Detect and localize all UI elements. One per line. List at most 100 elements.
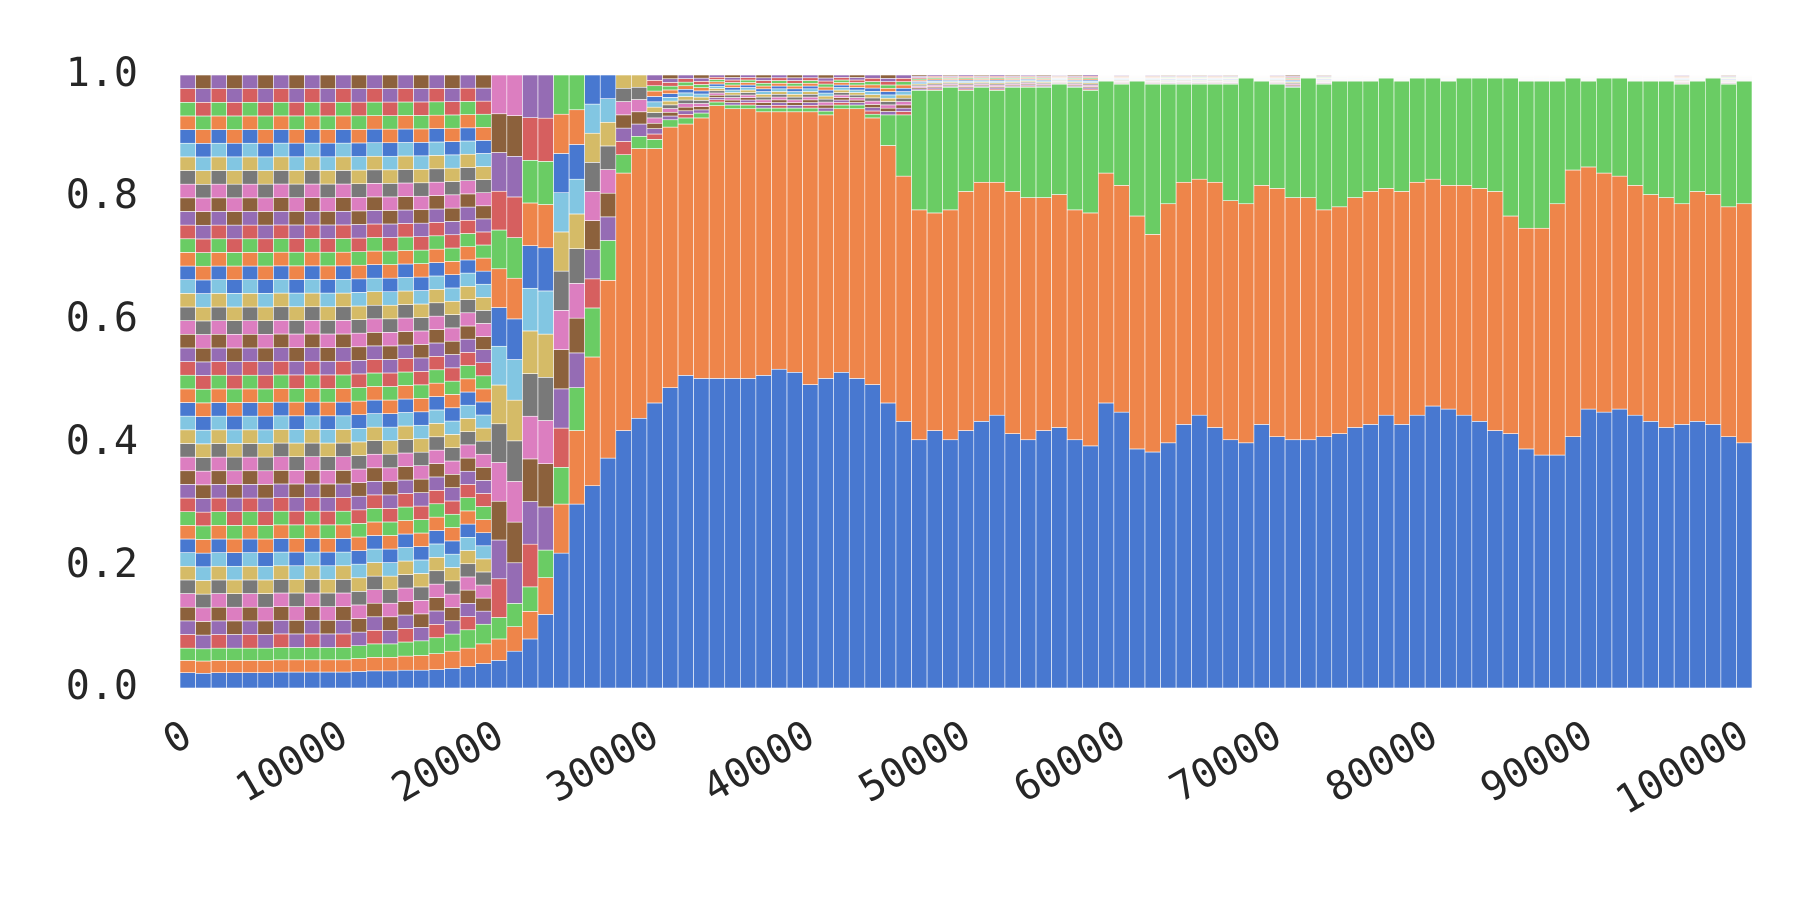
bar-segment-other <box>475 375 492 390</box>
bar-segment-other <box>459 444 477 459</box>
bar-segment <box>1440 185 1457 410</box>
bar-segment-other <box>366 589 383 604</box>
bar-segment-other <box>413 222 430 237</box>
bar-segment-other <box>210 456 227 472</box>
bar-segment-other <box>724 102 741 106</box>
bar-segment-other <box>210 74 227 89</box>
bar-segment-other <box>428 88 445 103</box>
bar-segment-other <box>304 456 321 471</box>
bar-segment-other <box>382 386 399 401</box>
bar-segment <box>1736 203 1753 444</box>
bar-segment-other <box>319 306 336 321</box>
bar-segment <box>1611 408 1628 689</box>
bar-segment-other <box>646 117 663 124</box>
bar-segment-other <box>273 320 290 335</box>
bar-segment-other <box>428 463 445 478</box>
bar-segment-other <box>413 317 430 332</box>
bar-segment-other <box>506 277 523 320</box>
bar-segment-other <box>428 597 445 612</box>
bar-segment-other <box>428 208 445 223</box>
bar-segment <box>335 659 352 673</box>
bar-segment-other <box>693 74 710 79</box>
bar-segment-other <box>382 169 399 184</box>
bar-segment-other <box>584 220 601 251</box>
bar-segment-other <box>382 88 399 103</box>
bar-segment <box>942 439 959 689</box>
bar-segment <box>1424 178 1442 407</box>
bar-segment <box>397 655 414 671</box>
bar-segment-other <box>288 401 305 417</box>
bar-segment-other <box>615 127 632 142</box>
bar-segment <box>1098 172 1115 404</box>
bar-segment <box>1051 83 1068 195</box>
bar-segment-other <box>273 142 290 158</box>
bar-segment-other <box>428 315 445 330</box>
bar-segment-other <box>413 478 430 493</box>
bar-segment <box>382 670 399 689</box>
bar-segment <box>444 668 461 689</box>
bar-segment <box>1238 203 1255 444</box>
bar-segment-other <box>475 297 492 311</box>
bar-segment-other <box>413 101 430 116</box>
bar-segment-other <box>304 619 321 635</box>
bar-segment <box>1331 80 1348 208</box>
bar-segment-other <box>740 102 757 106</box>
bar-segment-other <box>708 76 726 80</box>
bar-segment <box>1611 77 1628 177</box>
bar-segment-other <box>413 384 430 399</box>
bar-segment <box>1175 181 1192 425</box>
bar-segment-other <box>475 310 492 324</box>
bar-segment-other <box>708 79 726 83</box>
bar-segment-other <box>444 114 461 129</box>
bar-segment-other <box>786 91 803 95</box>
bar-segment-other <box>459 220 477 234</box>
bar-segment-other <box>273 619 290 635</box>
bar-segment-other <box>662 93 679 98</box>
bar-segment-other <box>802 77 819 81</box>
bar-segment-other <box>241 538 259 553</box>
bar-segment-other <box>444 101 461 116</box>
bar-segment-other <box>475 74 492 89</box>
bar-segment-other <box>257 211 274 226</box>
bar-segment-other <box>444 287 461 302</box>
bar-segment-other <box>740 84 757 88</box>
bar-segment-other <box>475 323 492 337</box>
bar-segment-other <box>459 140 477 155</box>
bar-segment-other <box>522 458 539 502</box>
bar-segment <box>1004 86 1021 192</box>
bar-segment-other <box>319 497 336 512</box>
bar-segment-other <box>210 238 227 253</box>
bar-segment-other <box>817 95 835 100</box>
bar-segment-other <box>428 409 445 424</box>
bar-segment-other <box>319 197 336 212</box>
bar-segment-other <box>1658 74 1675 76</box>
bar-segment-other <box>195 252 212 267</box>
bar-segment-other <box>288 538 305 553</box>
bar-segment-other <box>288 292 305 308</box>
bar-segment-other <box>428 624 445 639</box>
bar-segment <box>506 603 523 627</box>
bar-segment-other <box>428 396 445 411</box>
bar-segment-other <box>288 170 305 185</box>
bar-segment-other <box>428 168 445 183</box>
bar-segment-other <box>724 84 741 88</box>
bar-segment-other <box>335 156 352 171</box>
bar-segment <box>1284 86 1301 198</box>
bar-segment-other <box>366 115 383 130</box>
bar-segment-other <box>413 290 430 305</box>
bar-segment-other <box>210 101 227 117</box>
bar-segment <box>195 672 212 689</box>
bar-segment-other <box>428 128 445 143</box>
bar-segment <box>926 90 943 214</box>
bar-segment-other <box>615 87 632 102</box>
bar-segment <box>708 378 726 689</box>
bar-segment-other <box>490 462 508 502</box>
bar-segment-other <box>786 105 803 109</box>
bar-segment-other <box>802 96 819 101</box>
bar-segment-other <box>350 332 368 348</box>
bar-segment-other <box>382 589 399 604</box>
bar-segment-other <box>195 293 212 308</box>
bar-segment-other <box>226 456 243 472</box>
bar-segment <box>677 375 694 689</box>
bar-segment-other <box>257 538 274 553</box>
